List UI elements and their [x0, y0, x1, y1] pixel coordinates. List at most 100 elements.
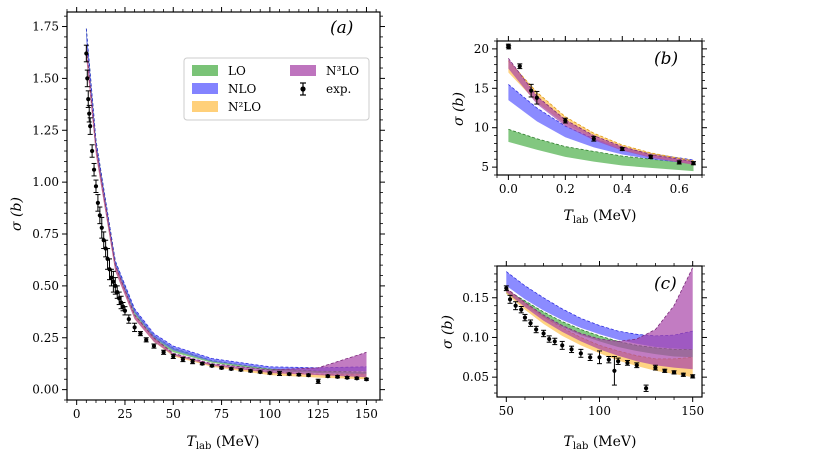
bands-a [85, 28, 367, 380]
exp-point [643, 384, 649, 392]
xlabel-b: Tlab (MeV) [563, 208, 636, 226]
exp-point [562, 117, 568, 124]
exp-point [334, 374, 340, 379]
exp-point [624, 359, 630, 366]
legend-swatch-n3lo [290, 65, 316, 76]
exp-point [518, 305, 524, 314]
band-edge-n3lo-c [506, 267, 694, 342]
bands-c [506, 267, 694, 378]
panel-label-b: (b) [654, 49, 678, 69]
ytick-label: 0.00 [32, 383, 59, 397]
exp-point [522, 313, 528, 322]
exp-point [528, 83, 534, 98]
legend-label-n3lo: N³LO [326, 64, 359, 78]
ytick-label: 0.75 [32, 227, 59, 241]
panel-a: 0 25 50 75 100 125 150 0.00 0.25 0.50 0.75 1.00 1.25… [9, 7, 385, 452]
band-edge-n3lo-a [85, 45, 367, 371]
xtick-label: 75 [214, 407, 229, 421]
exp-point [228, 366, 234, 371]
legend-frame [183, 57, 370, 121]
ytick-label: 0.50 [32, 279, 59, 293]
exp-point [126, 314, 132, 324]
xtick-label: 25 [117, 407, 132, 421]
exp-point [662, 368, 668, 373]
exp-point [690, 374, 696, 379]
exp-point [578, 348, 584, 358]
legend-label-n2lo: N²LO [228, 100, 261, 114]
ytick-label: 0.25 [32, 331, 59, 345]
xtick-label: 50 [166, 407, 181, 421]
exp-point [591, 135, 597, 142]
exp-points-c [503, 285, 696, 392]
exp-point [652, 364, 658, 371]
exp-point [161, 349, 167, 355]
xtick-label: 150 [681, 404, 704, 418]
legend-label-exp: exp. [326, 82, 351, 96]
exp-point [559, 340, 565, 350]
ylabel-c: σ (b) [440, 315, 456, 349]
band-lo-b [508, 129, 694, 172]
exp-point [257, 369, 263, 375]
ytick-label: 10 [474, 121, 489, 135]
xtick-label: 0.4 [613, 182, 632, 196]
xtick-label: 0.2 [556, 182, 575, 196]
exp-point [546, 335, 552, 343]
exp-point [97, 206, 103, 225]
exp-point [170, 353, 176, 360]
ticks-c: 50 100 150 0.05 0.10 0.15 [462, 261, 707, 418]
exp-point [132, 322, 138, 333]
xtick-label: 100 [258, 407, 281, 421]
ytick-label: 1.75 [32, 20, 59, 34]
exp-point [534, 90, 540, 105]
panel-b: 0.0 0.2 0.4 0.6 5 10 15 20 (b) σ (b) Tlab (MeV) [451, 36, 707, 226]
exp-point [267, 370, 273, 376]
xtick-label: 0.0 [499, 182, 518, 196]
exp-point [533, 325, 539, 334]
ytick-label: 0.10 [462, 330, 489, 344]
exp-point [315, 378, 321, 384]
frame-a [66, 11, 381, 401]
exp-point [110, 270, 116, 293]
xtick-label: 150 [355, 407, 378, 421]
ytick-label: 20 [474, 42, 489, 56]
exp-point [122, 306, 128, 316]
exp-point [690, 161, 696, 166]
exp-point [93, 179, 99, 194]
exp-point [569, 345, 575, 354]
exp-points-b [505, 43, 696, 166]
exp-point [87, 117, 93, 135]
exp-point [517, 63, 523, 70]
ticks-b: 0.0 0.2 0.4 0.6 5 10 15 20 [474, 36, 707, 196]
band-n2lo-c [506, 288, 693, 378]
exp-point [611, 356, 617, 386]
ytick-label: 1.25 [32, 123, 59, 137]
exp-point [634, 362, 640, 369]
exp-point [190, 359, 196, 365]
exp-point [209, 363, 215, 368]
exp-point [507, 294, 513, 304]
exp-point [363, 377, 369, 382]
exp-point [86, 104, 92, 123]
exp-point [296, 372, 302, 377]
exp-point [219, 365, 225, 370]
exp-point [277, 370, 283, 377]
legend-swatch-nlo [192, 83, 218, 94]
exp-point [606, 356, 612, 364]
ylabel-b: σ (b) [451, 92, 467, 126]
ytick-label: 5 [481, 160, 489, 174]
exp-point [85, 90, 91, 108]
exp-point [619, 146, 625, 152]
exp-point [615, 357, 621, 365]
xtick-label: 0.6 [670, 182, 689, 196]
ticks-a: 0 25 50 75 100 125 150 0.00 0.25 0.50 0.75 1.00 1.25… [32, 7, 385, 421]
ylabel-a: σ (b) [9, 197, 25, 231]
xtick-label: 0 [73, 407, 81, 421]
xlabel-a: Tlab (MeV) [186, 434, 259, 452]
exp-point [199, 361, 205, 366]
xtick-label: 125 [307, 407, 330, 421]
xlabel-c: Tlab (MeV) [563, 434, 636, 452]
exp-point [671, 370, 677, 375]
exp-point [238, 367, 244, 373]
exp-point [83, 44, 89, 63]
